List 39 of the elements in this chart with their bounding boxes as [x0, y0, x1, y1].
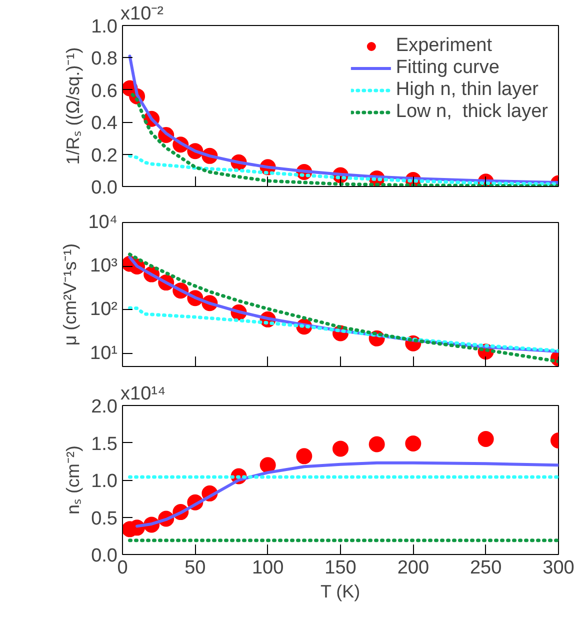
x-tick-label: 200 [397, 558, 430, 578]
y-tick-label: 0.8 [91, 48, 118, 70]
text: x10⁻² [120, 4, 164, 24]
legend-label: Fitting curve [396, 57, 500, 79]
x-tick-label: 150 [324, 558, 356, 578]
y-tick-label: 0.2 [91, 145, 118, 166]
y-tick-label: 1.5 [91, 434, 118, 455]
y-axis-title: μ (cm²V⁻¹s⁻¹) [60, 243, 80, 346]
y-tick-label: 10¹ [90, 342, 118, 364]
x-tick-label: 50 [184, 558, 206, 578]
point [405, 436, 422, 452]
legend-label: Experiment [396, 35, 492, 57]
y-tick-label: 0.0 [91, 546, 118, 566]
x-axis-title: T (K) [320, 582, 360, 602]
y-tick-label: 2.0 [91, 396, 118, 418]
line-series [128, 154, 558, 186]
y-tick-label: 0.5 [91, 508, 118, 530]
point [260, 457, 276, 474]
text: x10¹⁴ [120, 384, 166, 404]
point [332, 440, 348, 457]
y-tick-label: 0.0 [91, 178, 118, 198]
x-tick-label: 100 [252, 558, 284, 578]
legend-label: High n, thin layer [396, 79, 538, 101]
y-tick-label: 0.4 [91, 113, 118, 134]
point [368, 436, 385, 452]
point [478, 431, 494, 448]
y-axis-title: 1/Rₛ ((Ω/sq.)⁻¹) [63, 47, 84, 165]
x-tick-label: 0 [117, 558, 128, 578]
point [296, 448, 312, 464]
y-tick-label: 1.0 [91, 16, 118, 38]
y-tick-label: 10³ [90, 256, 118, 277]
y-tick-label: 10⁴ [88, 212, 118, 233]
x-tick-label: 300 [542, 558, 574, 578]
y-tick-label: 1.0 [91, 471, 118, 492]
y-tick-label: 10² [90, 299, 118, 320]
x-tick-label: 250 [470, 558, 502, 578]
y-axis-title: nₛ (cm⁻²) [63, 445, 84, 514]
y-tick-label: 0.6 [91, 80, 118, 102]
legend-label: Low n, thick layer [396, 101, 548, 123]
